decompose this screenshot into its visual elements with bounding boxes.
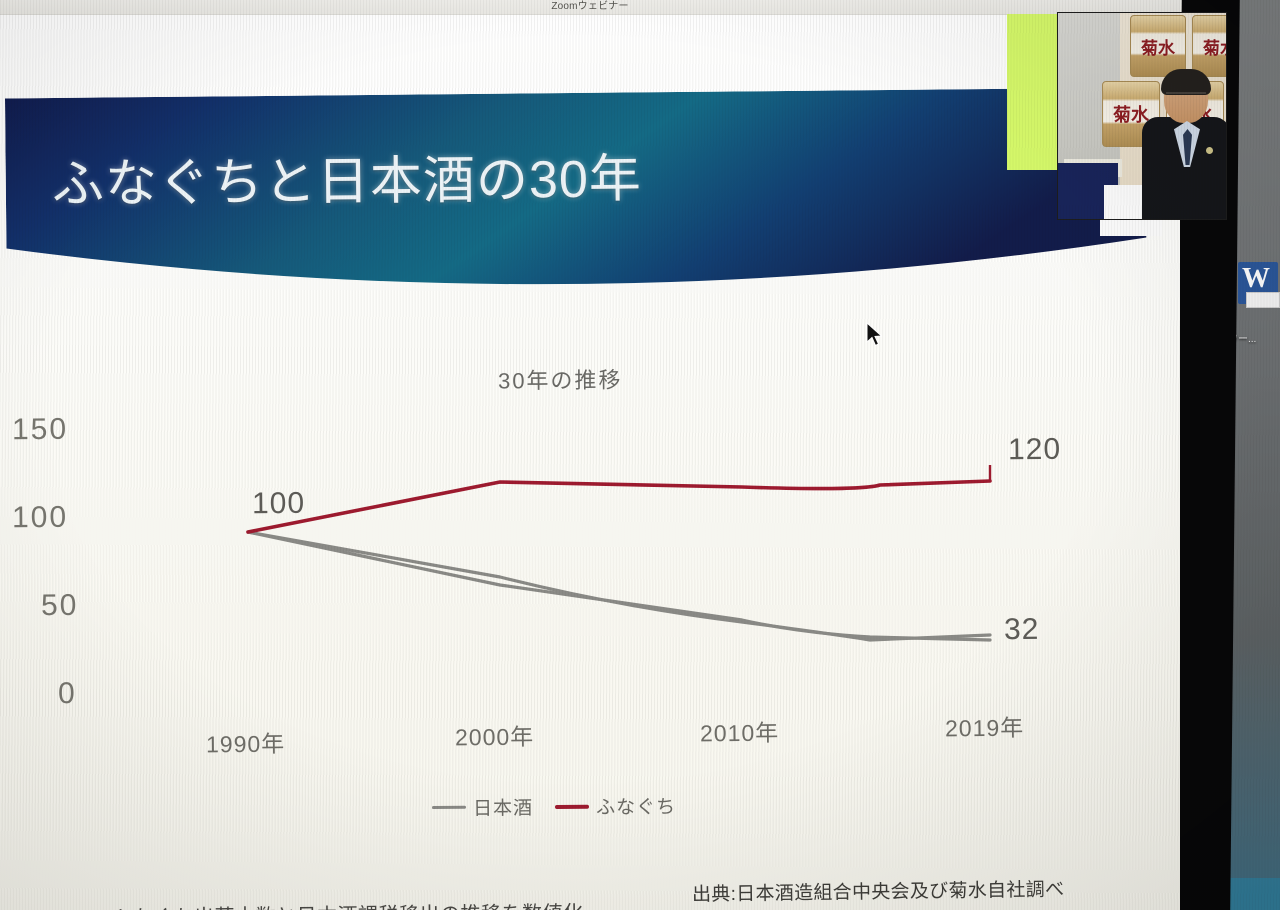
presenter-tie — [1183, 129, 1192, 165]
legend-item-funaguchi: ふなぐち — [554, 792, 677, 820]
legend-label-funaguchi: ふなぐち — [595, 796, 677, 819]
chart-legend: 日本酒 ふなぐち — [431, 792, 677, 821]
barrel-brand-text: 菊水 — [1141, 39, 1175, 59]
legend-label-nihonshu: 日本酒 — [472, 798, 534, 820]
footnote-method: ふなぐち出荷本数と日本酒課税移出の推移を数値化 — [112, 897, 584, 910]
desktop-icon-word[interactable]: W — [1238, 262, 1280, 314]
mouse-cursor-icon — [866, 322, 883, 347]
data-label-start-100: 100 — [251, 486, 306, 521]
data-label-end-32: 32 — [1003, 612, 1040, 647]
x-tick-2019: 2019年 — [944, 714, 1025, 742]
legend-swatch-nihonshu — [431, 805, 467, 810]
sake-barrel: 菊水 — [1130, 15, 1186, 77]
slide-gap-white — [1100, 218, 1162, 236]
series-line-nihonshu-main — [246, 530, 992, 642]
legend-swatch-funaguchi — [554, 804, 590, 809]
chart-lines — [246, 465, 992, 642]
data-label-end-120: 120 — [1007, 432, 1062, 467]
barrel-brand-text: 菊水 — [1113, 105, 1149, 127]
word-icon: W — [1238, 262, 1278, 304]
page-title: ふなぐちと日本酒の30年 — [51, 150, 643, 214]
banner-shape — [4, 87, 1147, 285]
barrel-brand-text: 菊水 — [1203, 39, 1226, 59]
presenter-hair — [1161, 69, 1211, 95]
series-line-funaguchi — [246, 479, 992, 534]
footnote-source: 出典:日本酒造組合中央会及び菊水自社調べ — [691, 879, 1065, 906]
zoom-window-titlebar[interactable]: Zoomウェビナー — [0, 0, 1180, 15]
presenter-video-tile[interactable]: 菊水 菊水 菊水 菊水 — [1057, 12, 1227, 220]
presenter-figure — [1142, 69, 1226, 219]
series-line-nihonshu — [246, 530, 992, 642]
shared-slide: ふなぐちと日本酒の30年 30年の推移 150 100 50 0 100 120… — [0, 15, 1180, 910]
word-icon-page — [1246, 292, 1280, 308]
x-tick-2000: 2000年 — [454, 723, 535, 751]
desktop-icon-label: ワー... — [1228, 334, 1257, 345]
presenter-lapel-pin — [1206, 147, 1213, 154]
x-tick-2010: 2010年 — [699, 719, 780, 747]
zoom-window-title: Zoomウェビナー — [551, 1, 629, 12]
glasses-icon — [1166, 92, 1206, 101]
legend-item-nihonshu: 日本酒 — [431, 793, 534, 821]
x-tick-1990: 1990年 — [205, 730, 286, 758]
chart-plot-area — [0, 315, 1140, 815]
slide-title-banner — [4, 87, 1147, 314]
sake-barrel: 菊水 — [1192, 15, 1226, 77]
lime-accent-panel — [1007, 14, 1059, 170]
